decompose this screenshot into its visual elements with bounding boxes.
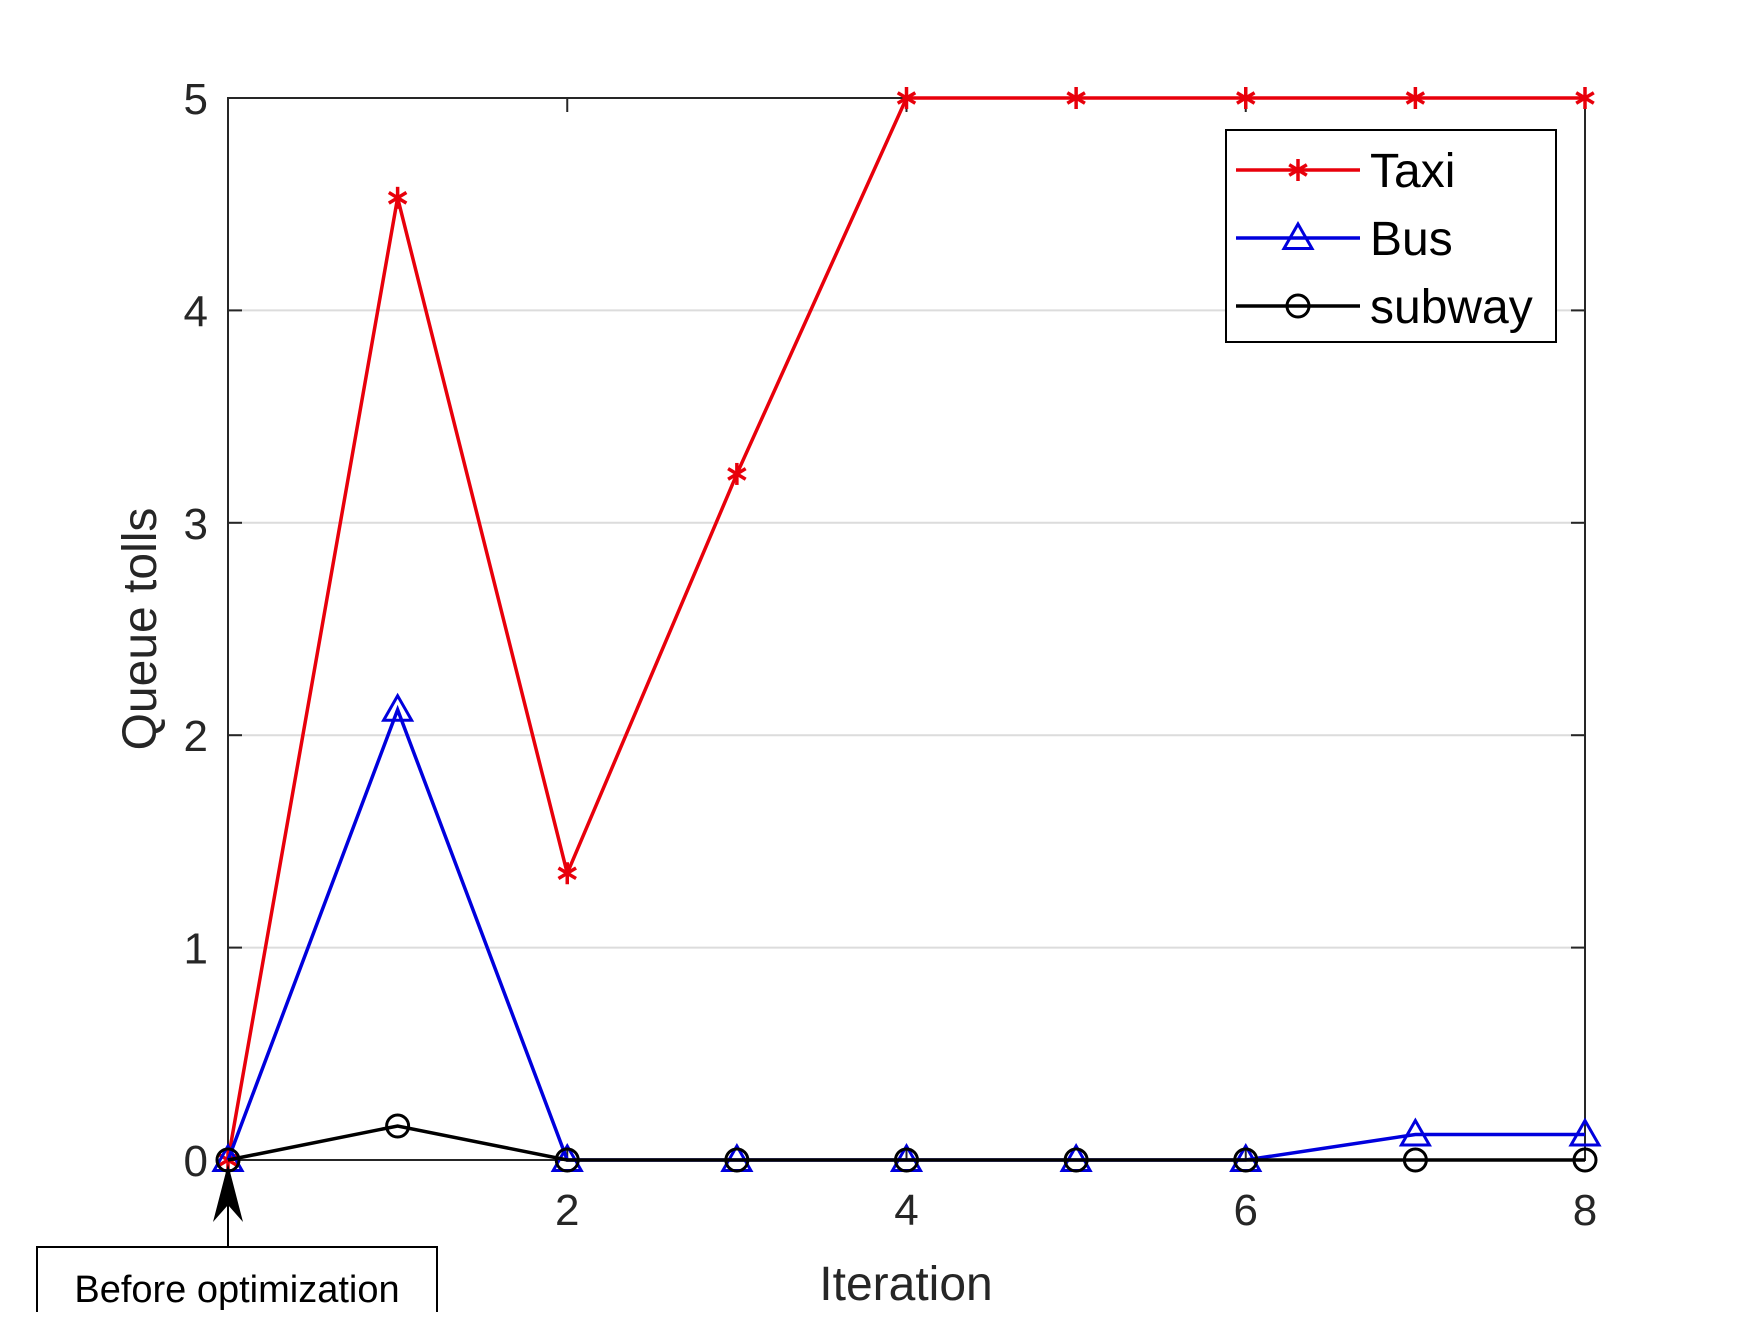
legend-marker-taxi [1288, 159, 1308, 181]
marker-stroke [1288, 163, 1308, 177]
legend-item-bus: Bus [1236, 213, 1453, 266]
series-layer [211, 87, 1602, 1173]
marker-stroke [1405, 91, 1426, 105]
x-axis-title: Iteration [819, 1258, 992, 1311]
data-point-taxi [1405, 87, 1426, 109]
data-point-subway [894, 1147, 919, 1173]
series-taxi [218, 87, 1595, 1171]
legend-item-subway: subway [1236, 281, 1533, 334]
data-point-taxi [387, 186, 408, 209]
x-tick-label: 8 [1573, 1186, 1597, 1235]
y-tick-label: 0 [184, 1137, 208, 1186]
legend-marker-bus [1281, 220, 1315, 250]
y-axis-title: Queue tolls [114, 508, 167, 751]
series-subway [215, 1113, 1598, 1173]
data-point-subway [1572, 1147, 1598, 1173]
marker-stroke [557, 866, 577, 881]
y-tick-label: 2 [184, 712, 208, 761]
data-point-taxi [557, 862, 577, 885]
series-line-subway [227, 1124, 1585, 1162]
data-point-taxi [727, 462, 747, 485]
legend-label-bus: Bus [1370, 213, 1453, 266]
data-point-subway [554, 1147, 580, 1173]
data-point-bus [1398, 1117, 1432, 1147]
x-tick-label: 4 [894, 1186, 918, 1235]
annotation-arrow-head [213, 1164, 243, 1222]
data-point-bus [381, 692, 415, 722]
data-point-taxi [896, 87, 917, 109]
legend-label-taxi: Taxi [1370, 145, 1455, 198]
legend-label-subway: subway [1370, 281, 1533, 334]
y-tick-label: 4 [184, 287, 208, 336]
marker-stroke [1575, 91, 1595, 105]
y-tick-label: 1 [184, 925, 208, 974]
data-point-subway [1063, 1147, 1089, 1173]
data-point-bus [1568, 1117, 1602, 1147]
marker-stroke [1236, 91, 1256, 105]
x-tick-label: 2 [555, 1186, 579, 1235]
data-point-taxi [1066, 87, 1086, 109]
data-point-subway [1233, 1147, 1259, 1173]
marker-stroke [387, 191, 408, 205]
series-bus [211, 692, 1602, 1172]
y-tick-label: 3 [184, 500, 208, 549]
x-tick-label: 6 [1234, 1186, 1258, 1235]
annotation: Before optimization [36, 1164, 438, 1317]
data-point-taxi [1236, 87, 1256, 109]
series-line-bus [226, 704, 1585, 1162]
annotation-box [36, 1246, 438, 1317]
marker-stroke [896, 91, 917, 105]
tick-layer: 0 1 2 3 4 5 2 4 6 8 [184, 75, 1598, 1235]
y-tick-label: 5 [184, 75, 208, 124]
data-point-taxi [1575, 87, 1595, 109]
data-point-subway [385, 1113, 411, 1139]
marker-stroke [1066, 91, 1086, 105]
annotation-text: Before optimization [74, 1269, 399, 1311]
data-point-subway [1402, 1147, 1428, 1173]
data-point-subway [724, 1147, 750, 1173]
grid-layer [228, 309, 1585, 949]
legend-item-taxi: Taxi [1236, 145, 1455, 198]
legend-marker-subway [1285, 293, 1311, 319]
legend: Taxi Bus subway [1225, 129, 1557, 343]
marker-stroke [727, 467, 747, 481]
